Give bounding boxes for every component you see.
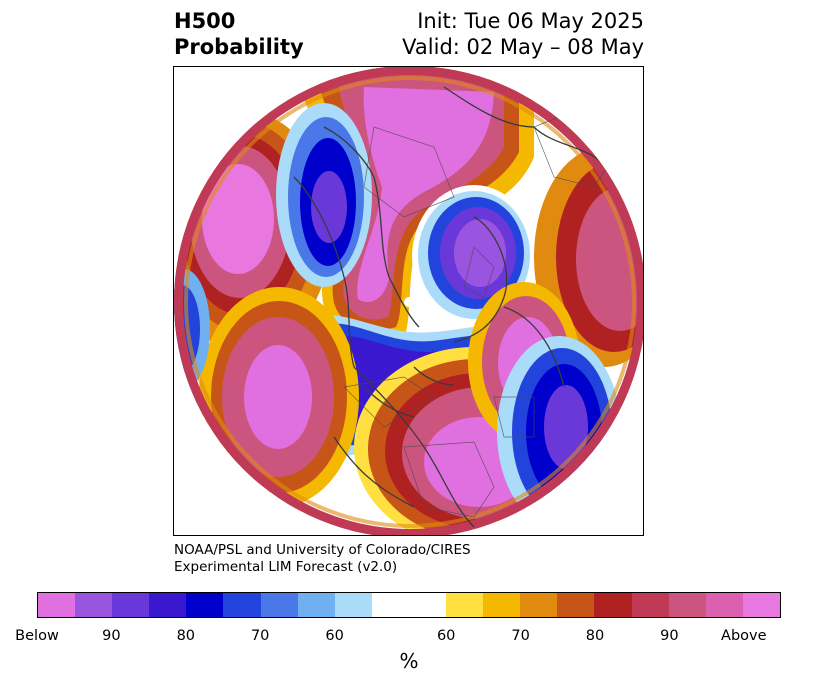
colorbar-segment: [742, 593, 780, 617]
colorbar-segment: [223, 593, 261, 617]
colorbar-segment: [260, 593, 298, 617]
colorbar-tick-label: 70: [511, 628, 530, 644]
above-anomaly-north-pacific: [199, 287, 359, 507]
credit-model: Experimental LIM Forecast (v2.0): [174, 559, 398, 575]
north-pole-marker: [404, 297, 414, 307]
forecast-dates: Init: Tue 06 May 2025 Valid: 02 May – 08…: [402, 8, 644, 60]
colorbar-segment: [446, 593, 484, 617]
colorbar-segment: [297, 593, 335, 617]
valid-range: Valid: 02 May – 08 May: [402, 35, 644, 59]
title-quantity: Probability: [174, 35, 304, 59]
colorbar-tick-label: 80: [176, 628, 196, 644]
colorbar-segment: [38, 593, 76, 617]
colorbar-segment: [371, 593, 447, 617]
colorbar-segment: [112, 593, 150, 617]
colorbar-segment: [668, 593, 706, 617]
colorbar-tick-label: 80: [585, 628, 605, 644]
polar-stereographic-map: [174, 67, 643, 535]
probability-map: [173, 66, 644, 536]
colorbar-tick-label: 70: [250, 628, 270, 644]
colorbar-segment: [520, 593, 558, 617]
colorbar-tick-label: 60: [436, 628, 456, 644]
colorbar-tick-label: Below: [15, 628, 59, 644]
probability-colorbar: [37, 592, 781, 618]
credit-institution: NOAA/PSL and University of Colorado/CIRE…: [174, 542, 471, 558]
colorbar-segment: [483, 593, 521, 617]
title-variable: H500: [174, 9, 236, 33]
below-anomaly-canada-west: [276, 103, 372, 287]
colorbar-unit: %: [399, 649, 419, 673]
colorbar-segment: [334, 593, 372, 617]
colorbar-segment: [594, 593, 632, 617]
colorbar-tick-label: 90: [102, 628, 121, 644]
init-date: Init: Tue 06 May 2025: [417, 9, 644, 33]
colorbar-tick-label: 60: [325, 628, 344, 644]
colorbar-segment: [705, 593, 743, 617]
map-title: H500 Probability: [174, 8, 304, 60]
colorbar-segment: [631, 593, 669, 617]
data-credit: NOAA/PSL and University of Colorado/CIRE…: [174, 542, 471, 576]
colorbar-segment: [186, 593, 224, 617]
colorbar-segment: [75, 593, 113, 617]
colorbar-segment: [149, 593, 187, 617]
colorbar-tick-label: Above: [721, 628, 767, 644]
colorbar-segment: [557, 593, 595, 617]
colorbar-tick-label: 90: [660, 628, 679, 644]
